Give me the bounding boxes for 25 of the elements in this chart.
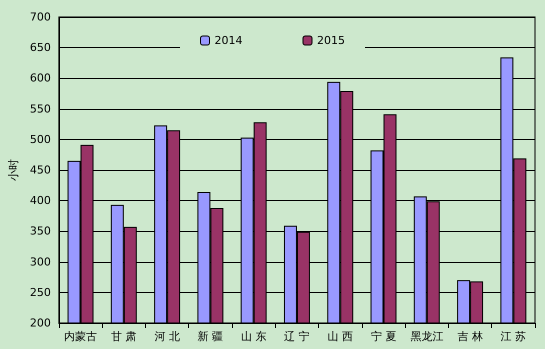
x-tick-label: 内蒙古 bbox=[64, 330, 98, 343]
y-tick-label: 400 bbox=[30, 194, 51, 208]
x-tick-label: 黑龙江 bbox=[410, 330, 444, 343]
y-tick-label: 200 bbox=[30, 316, 51, 330]
x-tick-label: 山 西 bbox=[327, 330, 353, 343]
legend-label: 2015 bbox=[317, 34, 345, 47]
y-tick-label: 700 bbox=[30, 10, 51, 24]
x-tick-label: 甘 肃 bbox=[111, 330, 137, 343]
y-axis-title: 小时 bbox=[7, 159, 20, 181]
x-tick-label: 江 苏 bbox=[500, 330, 526, 343]
x-tick-label: 新 疆 bbox=[198, 330, 224, 343]
y-tick-label: 550 bbox=[30, 102, 51, 116]
y-tick-label: 500 bbox=[30, 132, 51, 146]
x-tick-label: 辽 宁 bbox=[284, 330, 310, 343]
y-tick-label: 350 bbox=[30, 224, 51, 238]
y-tick-label: 600 bbox=[30, 72, 51, 85]
y-tick-label: 650 bbox=[30, 41, 51, 54]
x-tick-label: 山 东 bbox=[240, 330, 266, 343]
y-tick-label: 300 bbox=[30, 255, 51, 268]
x-tick-label: 河 北 bbox=[154, 330, 180, 343]
legend-label: 2014 bbox=[214, 34, 243, 47]
x-tick-label: 吉 林 bbox=[457, 330, 483, 343]
y-tick-label: 450 bbox=[30, 164, 51, 176]
y-tick-label: 250 bbox=[30, 286, 51, 299]
x-tick-label: 宁 夏 bbox=[370, 330, 396, 343]
